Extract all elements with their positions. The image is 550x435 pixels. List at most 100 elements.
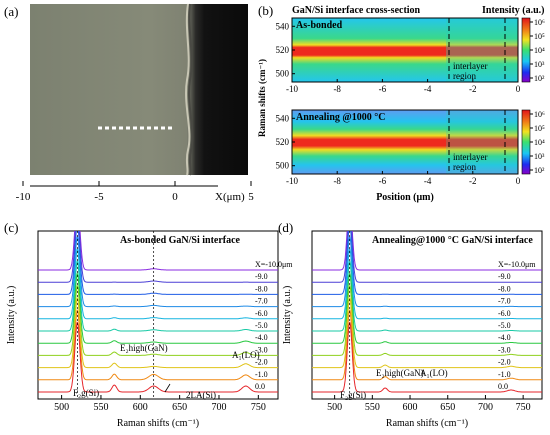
map-xtick-label: -2 [469,84,477,94]
map-label-as-bonded: As-bonded [296,20,343,31]
intensity-label: Intensity (a.u.) [482,5,545,16]
colorbar-tick-label: 10⁵ [534,32,545,41]
spectrum-xtick-label: 700 [478,402,493,413]
region-label-2a: interlayer [453,152,487,162]
spectrum-label: -6.0 [255,309,268,318]
panel-b-ylabel: Raman shifts (cm⁻¹) [257,59,267,137]
spectrum-label: -6.0 [498,309,511,318]
spectrum-line [312,321,542,393]
spectrum-line [312,260,542,332]
map-xtick-label: -2 [469,176,477,186]
map-ytick-label: 540 [276,21,290,31]
panel-b-title: GaN/Si interface cross-section [292,5,421,16]
map-xtick-label: -6 [379,84,387,94]
panel-label-b: (b) [258,3,273,18]
spectrum-line [312,273,542,344]
spectrum-xtick-label: 750 [516,402,531,413]
map-xtick-label: -6 [379,176,387,186]
colorbar-tick-label: 10⁵ [534,124,545,133]
plot-c-xlabel: Raman shifts (cm⁻¹) [117,418,199,429]
plot-d-ylabel: Intensity (a.u.) [282,286,293,345]
colorbar-tick-label: 10⁴ [534,138,545,147]
plot-c-frame [37,230,279,400]
spectrum-xtick-label: 750 [251,402,266,413]
spectrum-label: -8.0 [255,284,268,293]
axis-a-tick-label: 0 [172,191,178,203]
spectrum-label: -9.0 [255,272,268,281]
colorbar-bottom [521,109,531,175]
spectrum-xtick-label: 550 [93,402,108,413]
map-xtick-label: -8 [333,84,341,94]
spectrum-label: -2.0 [498,358,511,367]
peak-d-a1: A₁(LO) [420,368,448,378]
spectrum-label: -1.0 [498,370,511,379]
colorbar-tick-label: 10³ [534,152,545,161]
interface-edge [185,3,191,176]
map-ytick-label: 500 [276,69,290,79]
spectrum-xtick-label: 550 [365,402,380,413]
spectrum-line [38,285,278,356]
colorbar-tick-label: 10² [534,166,545,175]
spectrum-label: -5.0 [255,321,268,330]
spectrum-label: X=-10.0μm [498,260,536,269]
arrow-c-2la [164,383,171,393]
spectrum-line [312,248,542,320]
region-label-1a: interlayer [453,61,487,71]
spectrum-label: -4.0 [498,333,511,342]
spectrum-label: -7.0 [498,297,511,306]
plot-c-ylabel: Intensity (a.u.) [6,286,17,345]
map-ytick-label: 520 [276,45,290,55]
panel-label-a: (a) [4,4,18,19]
plot-d-frame [311,230,543,400]
spectrum-label: -4.0 [255,333,268,342]
spectrum-label: -8.0 [498,284,511,293]
axis-a-unit: X(μm) [215,191,245,203]
heatmap-annealed-interlayer-tint [446,110,518,174]
panel-label-d: (d) [278,220,293,235]
spectrum-line [38,273,278,344]
spectrum-line [312,297,542,369]
spectrum-xtick-label: 600 [403,402,418,413]
panel-a: (a) -15-10-505 X(μm) [4,3,254,203]
spectrum-line [312,231,542,283]
spectrum-label: -3.0 [498,345,511,354]
colorbar-top [521,17,531,83]
map-xtick-label: -8 [333,176,341,186]
spectrum-label: -9.0 [498,272,511,281]
map-xtick-label: -4 [424,176,432,186]
spectrum-line [312,231,542,271]
panel-b: (b) GaN/Si interface cross-section Inten… [257,3,545,203]
spectrum-xtick-label: 600 [133,402,148,413]
map-label-annealed: Annealing @1000 °C [296,112,385,123]
heatmap-annealed [292,110,518,174]
spectrum-line [38,321,278,393]
colorbar-tick-label: 10⁶ [534,110,545,119]
plot-c-title: As-bonded GaN/Si interface [120,235,241,246]
panel-label-c: (c) [4,220,18,235]
spectrum-label: -1.0 [255,370,268,379]
map-xtick-label: -10 [286,176,298,186]
axis-a-tick-label: -5 [94,191,104,203]
spectrum-label: -5.0 [498,321,511,330]
spectrum-line [38,248,278,320]
spectrum-label: 0.0 [498,382,508,391]
peak-d-gan: E₂high(GaN) [376,368,424,378]
spectrum-line [312,285,542,356]
region-label-2b: region [453,162,476,172]
heatmap-as-bonded-interlayer-tint [446,18,518,82]
region-label-1b: region [453,71,476,81]
peak-c-a1: A₁(LO) [232,350,260,360]
peak-c-si: F₂g(Si) [73,388,99,398]
map-ytick-label: 500 [276,161,290,171]
spectrum-line [38,231,278,271]
spectrum-line [38,231,278,283]
spectrum-label: -7.0 [255,297,268,306]
spectrum-xtick-label: 650 [440,402,455,413]
spectrum-xtick-label: 650 [172,402,187,413]
spectrum-label: -3.0 [255,345,268,354]
spectrum-label: X=-10.0μm [255,260,293,269]
panel-c: (c) As-bonded GaN/Si interface X=-10.0μm… [4,220,293,429]
heatmap-as-bonded [292,18,518,82]
spectrum-line [38,236,278,308]
spectrum-line [312,231,542,295]
